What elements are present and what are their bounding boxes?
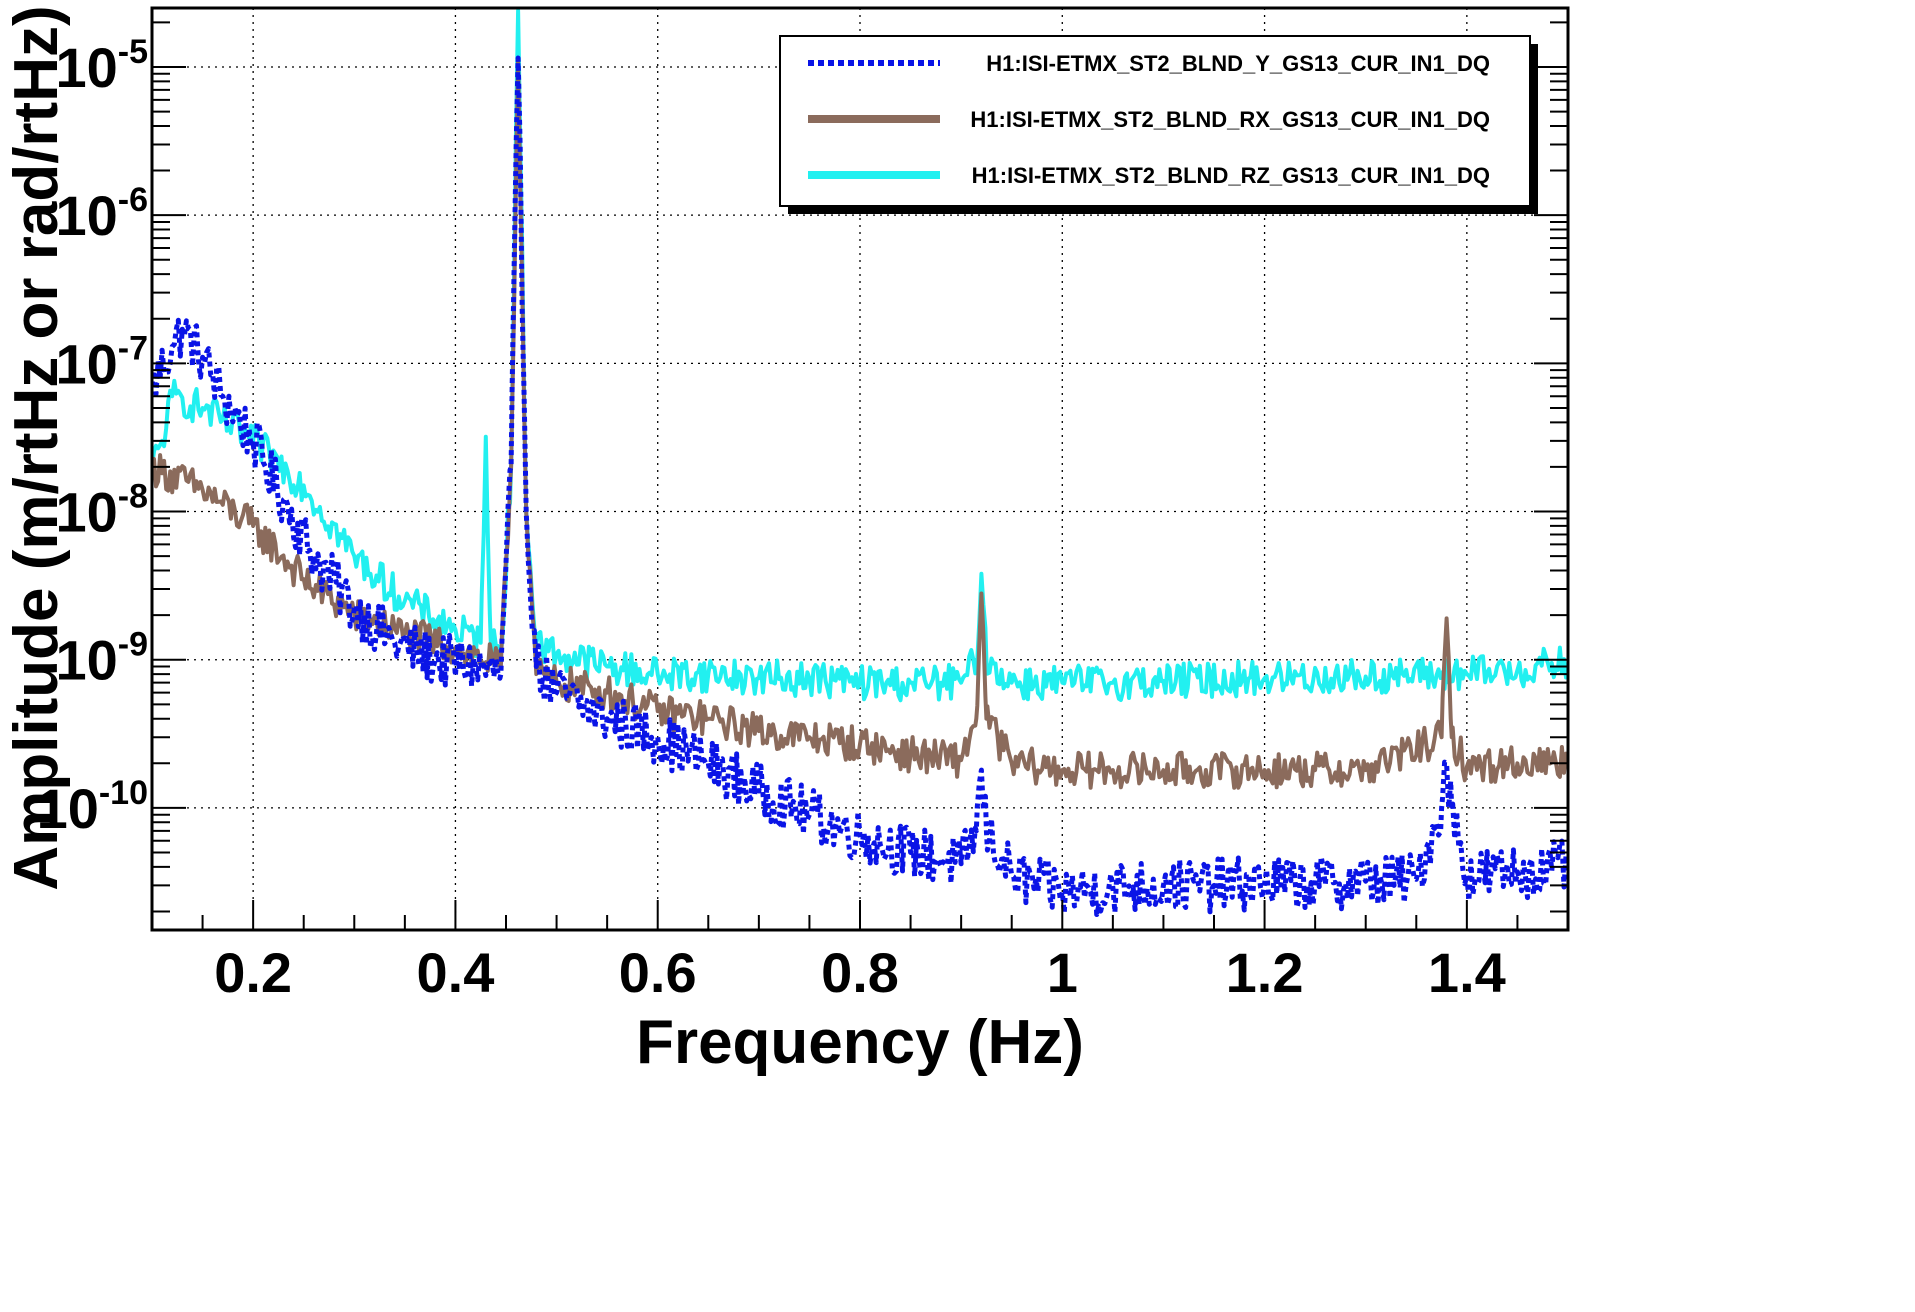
y-tick-label: 10-8 bbox=[55, 478, 148, 544]
x-tick-label: 0.8 bbox=[821, 941, 899, 1004]
y-tick-label: 10-9 bbox=[55, 626, 148, 692]
legend-label-1: H1:ISI-ETMX_ST2_BLND_Y_GS13_CUR_IN1_DQ bbox=[986, 51, 1490, 76]
y-tick-label: 10-7 bbox=[55, 329, 148, 395]
x-tick-label: 1 bbox=[1047, 941, 1078, 1004]
series-group bbox=[152, 8, 1568, 917]
legend-label-3: H1:ISI-ETMX_ST2_BLND_RZ_GS13_CUR_IN1_DQ bbox=[972, 163, 1490, 188]
x-tick-label: 1.4 bbox=[1428, 941, 1506, 1004]
x-tick-label: 0.4 bbox=[416, 941, 494, 1004]
legend-label-2: H1:ISI-ETMX_ST2_BLND_RX_GS13_CUR_IN1_DQ bbox=[970, 107, 1490, 132]
y-tick-label: 10-5 bbox=[55, 33, 148, 99]
series-line-3 bbox=[152, 8, 1568, 703]
x-tick-label: 0.6 bbox=[619, 941, 697, 1004]
x-tick-label: 1.2 bbox=[1226, 941, 1304, 1004]
plot-frame bbox=[150, 6, 1570, 932]
legend-entries: H1:ISI-ETMX_ST2_BLND_Y_GS13_CUR_IN1_DQ H1… bbox=[808, 51, 1490, 188]
legend: H1:ISI-ETMX_ST2_BLND_Y_GS13_CUR_IN1_DQ H1… bbox=[779, 35, 1538, 214]
axis-ticks bbox=[151, 21, 1569, 930]
y-tick-label: 10-10 bbox=[37, 774, 148, 840]
series-line-1 bbox=[152, 55, 1568, 917]
y-tick-labels: 10-10 10-9 10-8 10-7 10-6 10-5 bbox=[37, 33, 148, 840]
x-axis-title: Frequency (Hz) bbox=[636, 1008, 1084, 1077]
x-tick-label: 0.2 bbox=[214, 941, 292, 1004]
y-axis-title: Amplitude (m/rtHz or rad/rtHz) bbox=[2, 5, 71, 890]
y-tick-label: 10-6 bbox=[55, 181, 148, 247]
x-tick-labels: 0.2 0.4 0.6 0.8 1 1.2 1.4 bbox=[214, 941, 1506, 1004]
